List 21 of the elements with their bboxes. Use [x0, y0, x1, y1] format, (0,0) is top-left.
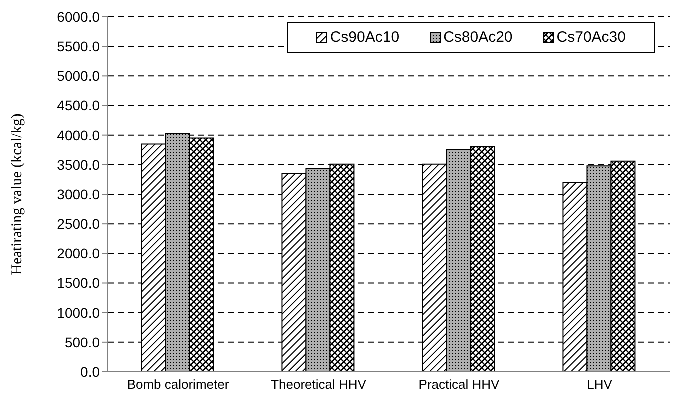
y-tick-label: 2500.0: [57, 216, 100, 232]
y-tick-label: 5500.0: [57, 38, 100, 55]
y-tick-label: 500.0: [64, 334, 100, 350]
x-tick-label: Theoretical HHV: [271, 377, 367, 392]
y-tick-label: 1500.0: [57, 275, 100, 292]
y-tick-label: 2000.0: [57, 246, 100, 262]
x-tick-label: Practical HHV: [418, 377, 500, 392]
y-tick-label: 4500.0: [57, 98, 100, 114]
x-tick-label: LHV: [587, 377, 613, 392]
x-tick-label: Bomb calorimeter: [127, 377, 230, 392]
y-tick-label: 1000.0: [57, 304, 100, 321]
legend-label: Cs70Ac30: [556, 29, 626, 46]
y-tick-label: 5000.0: [57, 68, 100, 84]
y-tick-label: 0.0: [80, 364, 100, 380]
y-tick-label: 4000.0: [57, 127, 100, 144]
legend-label: Cs90Ac10: [329, 29, 400, 46]
y-tick-label: 3500.0: [57, 156, 100, 173]
y-tick-label: 3000.0: [57, 186, 100, 202]
y-tick-label: 6000.0: [57, 8, 100, 25]
legend-label: Cs80Ac20: [442, 29, 513, 46]
y-axis-title: Heatirating value (kcal/kg): [9, 114, 26, 276]
